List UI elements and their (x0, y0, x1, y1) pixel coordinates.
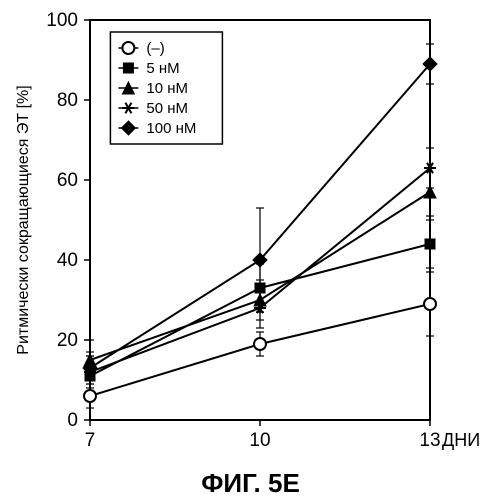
figure-caption: ФИГ. 5E (0, 468, 501, 499)
chart-svg: 0 20 40 60 80 100 7 10 13 Ритмически сокращающиес… (0, 0, 501, 460)
figure-container: 0 20 40 60 80 100 7 10 13 Ритмически сокращающиес… (0, 0, 501, 500)
x-tick-label: 10 (249, 430, 270, 451)
legend: (–) 5 нМ 10 нМ 50 нМ 100 нМ (110, 32, 222, 144)
legend-label: 50 нМ (146, 100, 188, 117)
legend-label: (–) (146, 40, 164, 57)
y-tick-label: 60 (57, 170, 78, 191)
x-tick-label: 13 (419, 430, 440, 451)
y-tick-label: 40 (57, 250, 78, 271)
legend-label: 10 нМ (146, 80, 188, 97)
legend-label: 5 нМ (146, 60, 179, 77)
y-tick-label: 100 (46, 10, 78, 31)
y-axis-label: Ритмически сокращающиеся ЭТ [%] (15, 85, 32, 354)
y-tick-label: 20 (57, 330, 78, 351)
y-tick-label: 80 (57, 90, 78, 111)
x-tick-label: 7 (85, 430, 96, 451)
x-axis-label: ДНИ (442, 430, 480, 451)
legend-label: 100 нМ (146, 120, 196, 137)
y-tick-label: 0 (67, 410, 78, 431)
